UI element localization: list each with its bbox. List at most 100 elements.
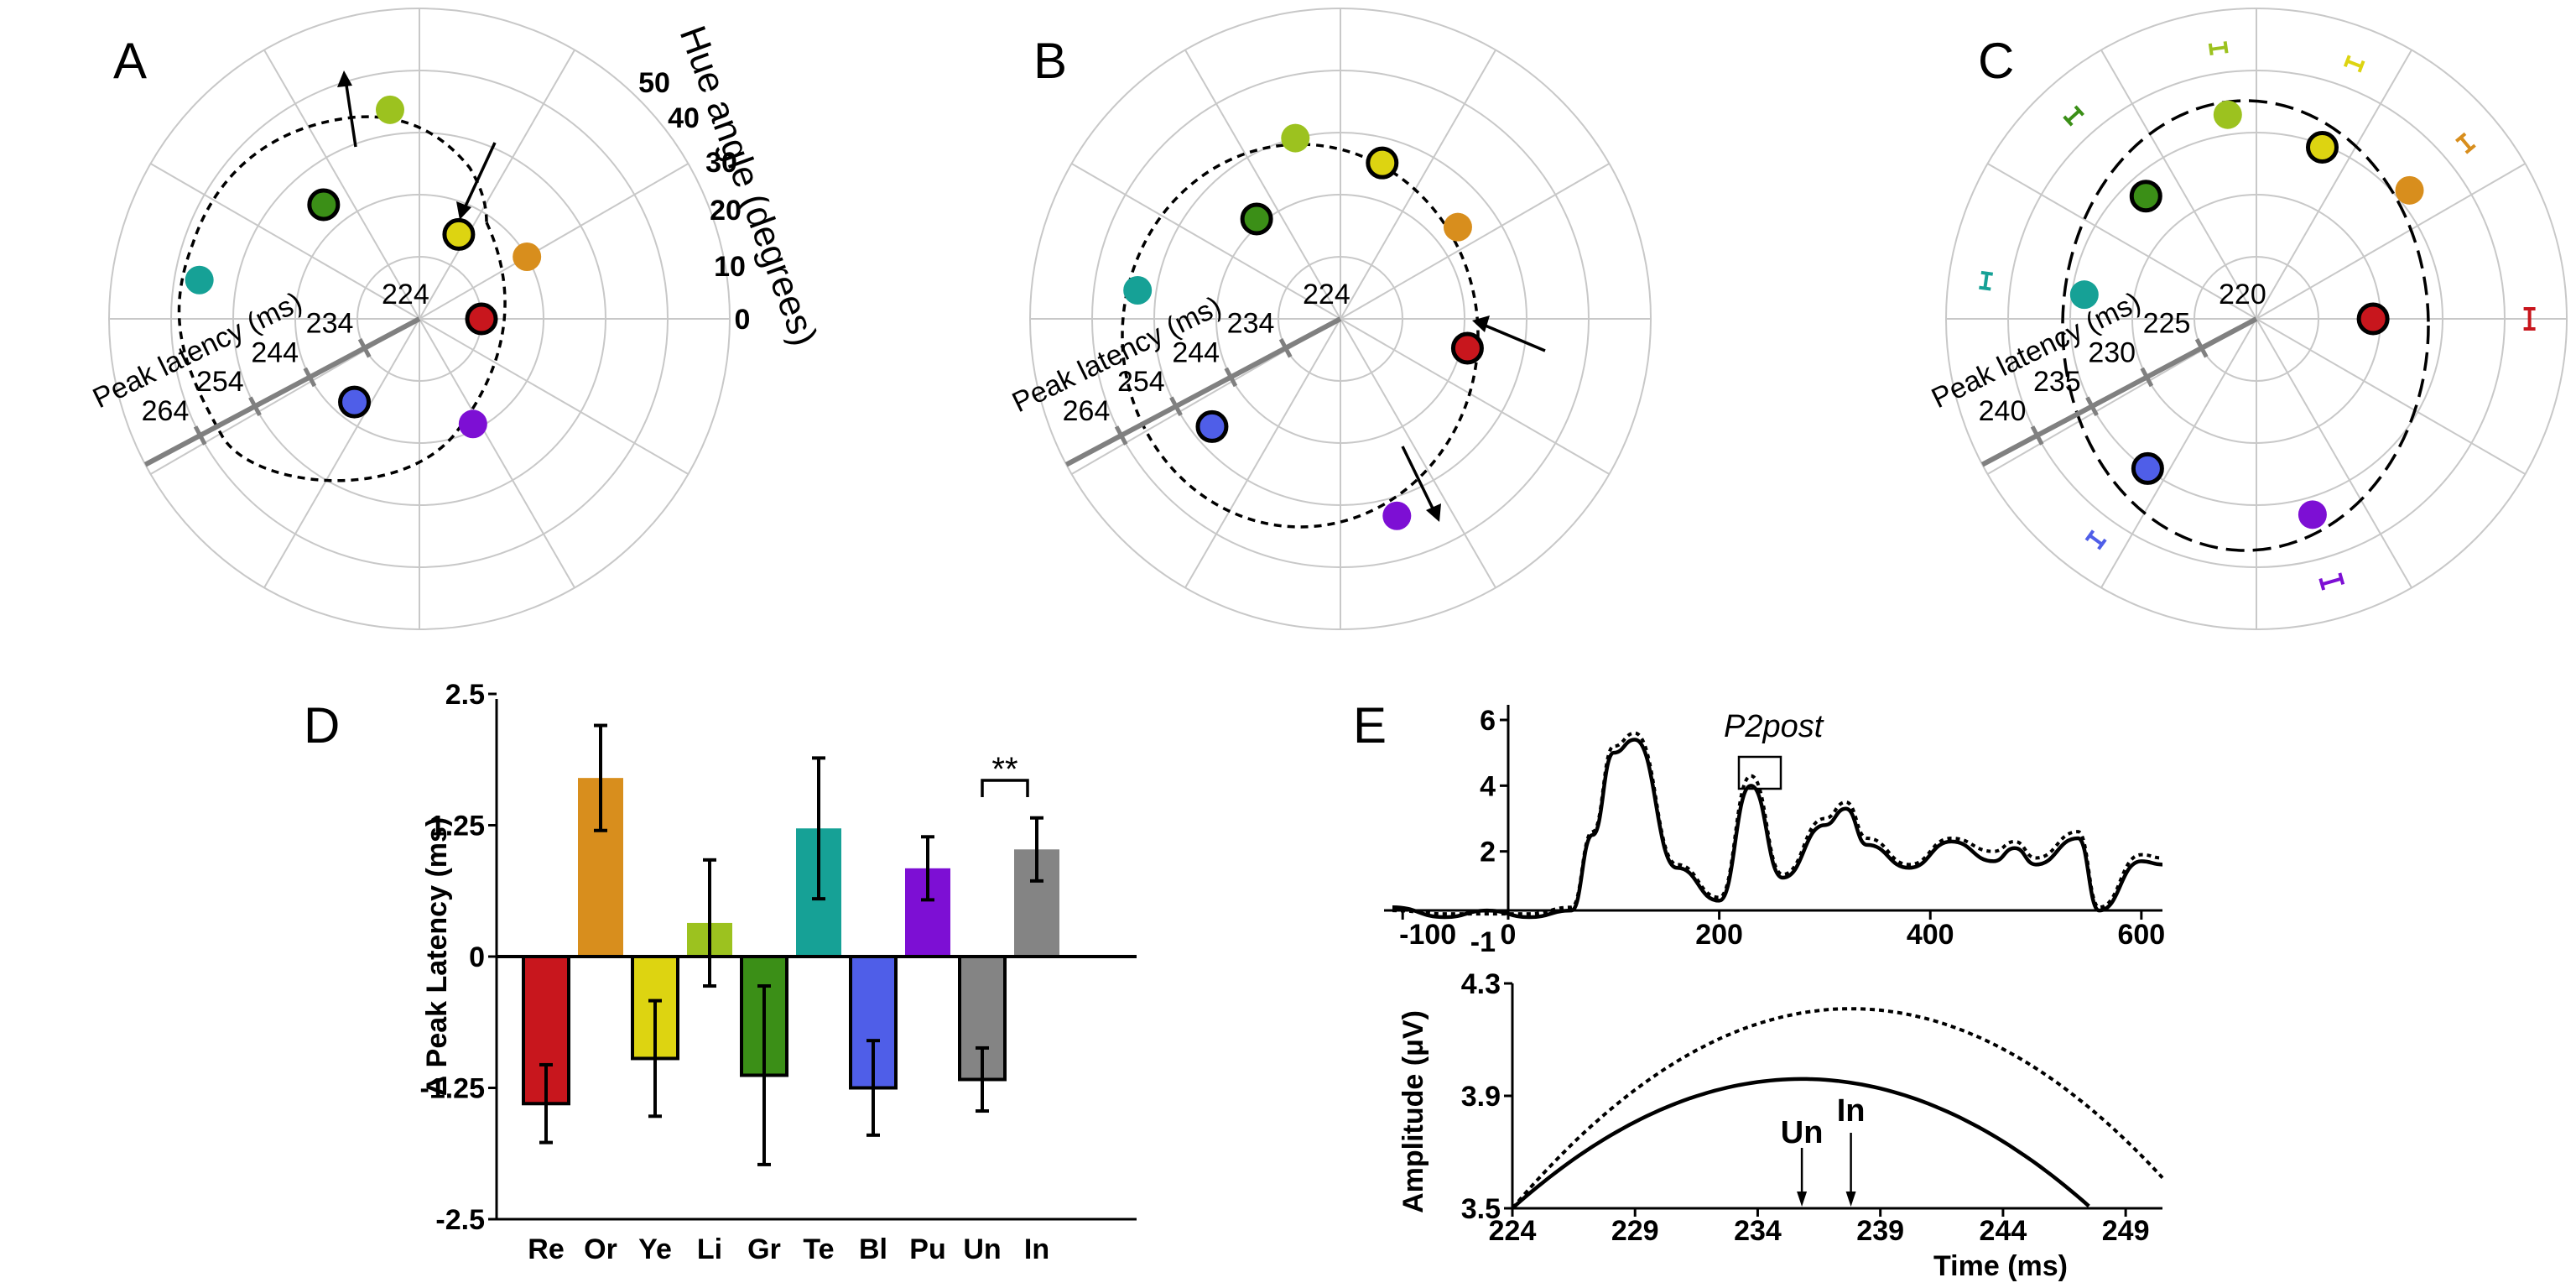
e-top-ytick-label: 2 — [1480, 837, 1496, 868]
radial-tick — [357, 337, 372, 358]
point-li — [375, 95, 404, 124]
d-errorbars — [539, 723, 1043, 1166]
radial-tick — [303, 367, 317, 388]
point-re — [465, 302, 498, 336]
error-mark-stem — [2459, 136, 2472, 150]
radial-tick — [2030, 425, 2044, 446]
direction-arrowhead-a2 — [456, 201, 471, 220]
radial-tick-label: 235 — [2033, 366, 2081, 398]
d-ytick-label: -2.5 — [435, 1204, 485, 1236]
error-mark-stem — [2321, 576, 2342, 587]
e-bot-line-dotted — [1511, 1007, 2164, 1210]
point-pu — [458, 409, 487, 439]
error-mark-cap — [1979, 285, 1991, 291]
d-xtick-label: Bl — [859, 1233, 887, 1265]
marker-label-in: In — [1837, 1093, 1866, 1129]
radial-tick-label: 244 — [1172, 336, 1220, 368]
point-gr — [1240, 202, 1273, 236]
radial-tick-label: 244 — [251, 336, 299, 368]
error-mark-re — [2523, 307, 2536, 331]
d-xtick-label: Li — [697, 1233, 722, 1265]
d-ytick-label: 1.25 — [429, 811, 485, 842]
e-top-xtick-label: -100 — [1399, 919, 1456, 951]
hue-tick-label: 0 — [735, 304, 751, 336]
p2post-box — [1737, 755, 1782, 790]
point-re — [2356, 302, 2390, 336]
point-ye — [1366, 146, 1399, 180]
d-xtick-label: Te — [803, 1233, 834, 1265]
error-mark-cap — [2084, 529, 2095, 541]
point-or — [1443, 212, 1472, 242]
radial-tick-label: 254 — [196, 366, 244, 398]
panel-letter-d: D — [304, 697, 340, 754]
d-xtick-label: Or — [584, 1233, 617, 1265]
e-top-ticks: -100 0 200 400 600 -1 2 4 6 — [1399, 705, 2165, 958]
radial-axis-line — [1980, 316, 2258, 467]
e-ylabel: Amplitude (μV) — [1397, 1010, 1429, 1213]
polar-grid-c — [1945, 8, 2568, 630]
radial-tick — [1278, 337, 1293, 358]
e-bot-ytick-label: 3.9 — [1461, 1081, 1501, 1113]
d-xtick-label: Un — [963, 1233, 1001, 1265]
panel-d: D Δ Peak Latency (ms) 2.51.250-1.25-2.5 … — [304, 679, 1137, 1265]
d-bars — [522, 778, 1059, 1106]
radial-tick-label: 254 — [1117, 366, 1165, 398]
error-mark-cap — [2223, 41, 2229, 54]
error-mark-pu — [2318, 572, 2345, 591]
e-bot-xtick-label: 234 — [1734, 1215, 1782, 1247]
radial-tick-label: 220 — [2219, 279, 2266, 310]
e-bot-ytick-label: 4.3 — [1461, 968, 1501, 1000]
polar-grid-b — [1029, 8, 1652, 630]
point-te — [185, 265, 214, 295]
error-mark-cap — [2063, 115, 2074, 127]
e-top-line-dotted — [1392, 731, 2163, 916]
direction-arrow-b2 — [1401, 446, 1436, 513]
panel-letter-e: E — [1353, 697, 1387, 754]
radial-tick-label: 224 — [1303, 279, 1350, 310]
hue-tick-label: 50 — [638, 67, 670, 99]
error-mark-stem — [2210, 45, 2226, 51]
grid-spoke — [1071, 163, 1341, 320]
marker-arrowhead — [1797, 1192, 1808, 1207]
error-mark-stem — [1983, 273, 1989, 289]
grid-spoke — [1184, 50, 1341, 320]
radial-tick-label: 240 — [1979, 395, 2027, 427]
radial-tick — [2140, 367, 2154, 388]
e-bottom-ticks: 224 229 234 239 244 249 4.3 3.9 3.5 — [1461, 968, 2150, 1247]
e-bot-xtick-label: 229 — [1611, 1215, 1659, 1247]
point-pu — [2298, 500, 2327, 529]
significance-bracket — [981, 779, 1029, 797]
points-a — [185, 95, 542, 439]
error-mark-gr — [2063, 105, 2084, 127]
error-mark-li — [2208, 41, 2229, 56]
panel-letter-c: C — [1978, 33, 2014, 89]
point-bl — [1195, 409, 1229, 443]
panel-e-top: E -100 0 200 400 600 -1 2 4 6 P2post — [1353, 697, 2165, 958]
radial-tick — [2194, 337, 2209, 358]
radial-tick-label: 230 — [2088, 336, 2136, 368]
direction-arrow-a2 — [461, 142, 497, 212]
e-bottom-lines — [1511, 1007, 2164, 1210]
d-xtick-label: Ye — [638, 1233, 672, 1265]
radial-tick-label: 234 — [1227, 308, 1275, 340]
hue-tick-label: 10 — [714, 251, 746, 283]
e-bot-line-solid — [1511, 1077, 2090, 1210]
d-xtick-label: Pu — [909, 1233, 945, 1265]
point-gr — [307, 188, 341, 222]
grid-spoke — [2256, 163, 2526, 320]
grid-spoke — [263, 318, 420, 588]
e-top-ytick-label: 6 — [1480, 705, 1496, 737]
e-top-xtick-label: 0 — [1501, 919, 1517, 951]
e-top-xtick-label: 600 — [2117, 919, 2165, 951]
p2post-label: P2post — [1724, 709, 1824, 744]
e-top-lines — [1392, 731, 2163, 920]
e-bot-xtick-label: 224 — [1489, 1215, 1537, 1247]
point-te — [2069, 280, 2099, 310]
radial-tick — [193, 425, 207, 446]
grid-spoke — [419, 318, 575, 588]
significance-label: ** — [991, 751, 1017, 788]
point-or — [2395, 175, 2424, 205]
